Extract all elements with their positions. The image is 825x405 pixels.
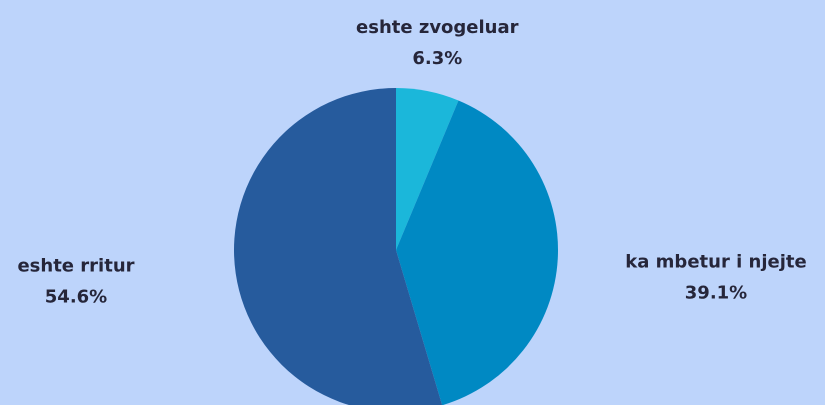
- slice-value-label: 39.1%: [685, 282, 747, 303]
- slice-value-label: 54.6%: [45, 286, 107, 307]
- pie-slice: [396, 88, 459, 250]
- pie-slice: [396, 100, 558, 405]
- slice-value-label: 6.3%: [412, 48, 462, 69]
- slice-label: eshte zvogeluar: [356, 17, 519, 38]
- slice-label: eshte rritur: [17, 255, 134, 276]
- pie-slice: [234, 88, 443, 405]
- slice-label: ka mbetur i njejte: [625, 251, 806, 272]
